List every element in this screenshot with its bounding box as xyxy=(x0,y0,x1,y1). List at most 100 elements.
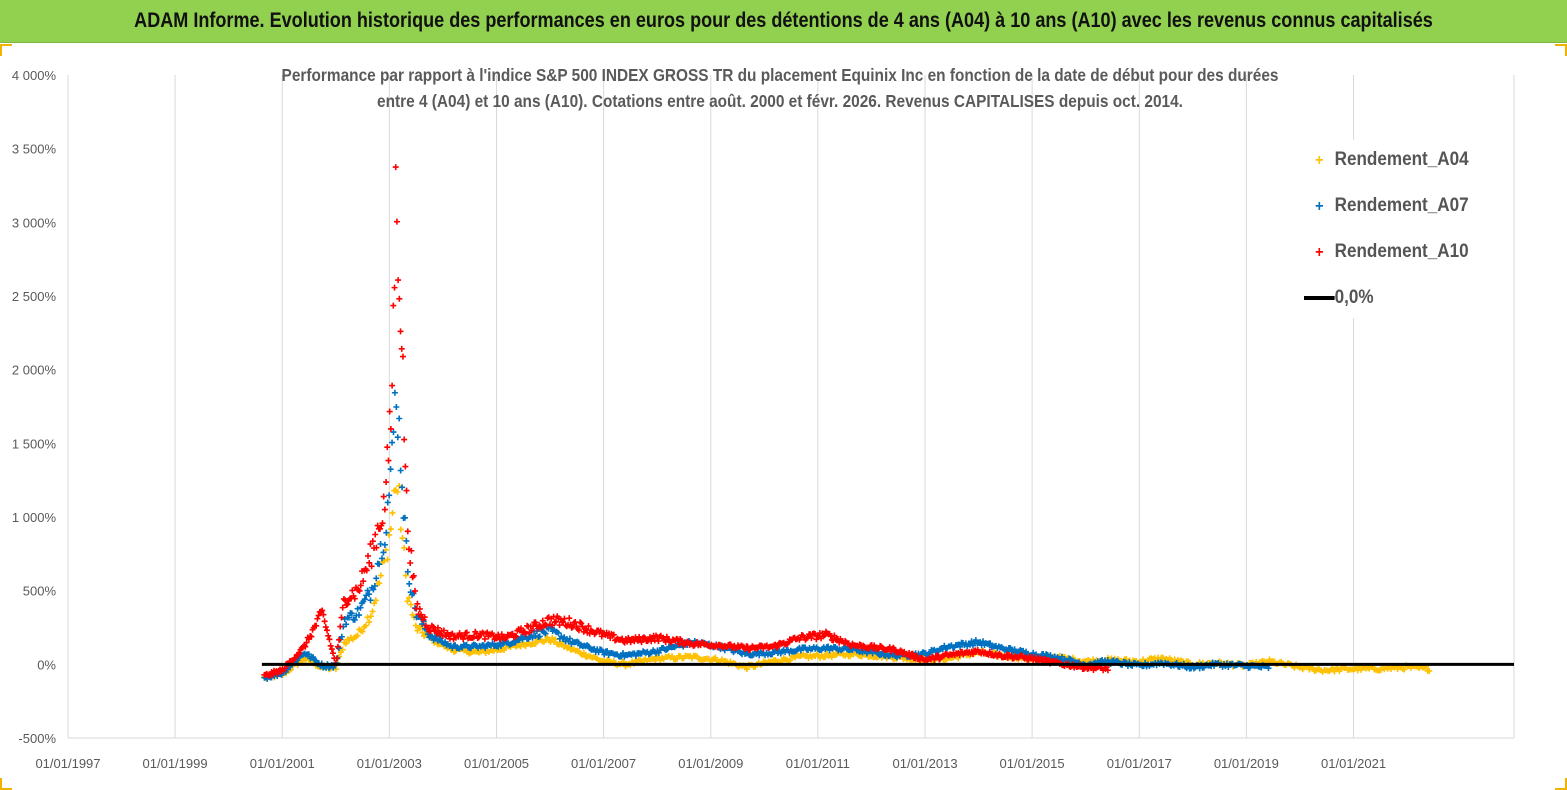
data-point xyxy=(417,624,424,631)
data-point xyxy=(325,632,332,639)
data-point xyxy=(393,404,400,411)
data-point xyxy=(313,622,320,629)
data-point xyxy=(343,621,350,628)
data-point xyxy=(308,633,315,640)
data-point xyxy=(986,648,993,655)
x-tick-label: 01/01/2003 xyxy=(357,756,422,771)
chart-title-line-2: entre 4 (A04) et 10 ans (A10). Cotations… xyxy=(377,91,1183,111)
data-point xyxy=(351,595,358,602)
data-point xyxy=(354,605,361,612)
data-point xyxy=(393,218,400,225)
data-point xyxy=(513,633,520,640)
data-point xyxy=(333,655,340,662)
data-point xyxy=(389,509,396,516)
data-point xyxy=(354,632,361,639)
data-point xyxy=(566,635,573,642)
data-point xyxy=(360,578,367,585)
data-point xyxy=(831,632,838,639)
data-point xyxy=(344,601,351,608)
data-point xyxy=(539,617,546,624)
line-marker-icon xyxy=(1304,295,1335,300)
data-point xyxy=(402,463,409,470)
data-point xyxy=(655,638,662,645)
data-point xyxy=(847,653,854,660)
data-point xyxy=(380,493,387,500)
data-point xyxy=(371,600,378,607)
data-point xyxy=(362,622,369,629)
y-tick-label: 1 500% xyxy=(12,436,57,451)
data-point xyxy=(334,643,341,650)
data-point xyxy=(377,540,384,547)
data-point xyxy=(406,580,413,587)
data-point xyxy=(322,624,329,631)
data-point xyxy=(566,615,573,622)
legend-item-a04: + Rendement_A04 xyxy=(1304,148,1469,172)
x-tick-label: 01/01/2013 xyxy=(893,756,958,771)
data-point xyxy=(414,600,421,607)
data-point xyxy=(383,529,390,536)
data-point xyxy=(364,587,371,594)
data-point xyxy=(321,618,328,625)
data-point xyxy=(403,487,410,494)
data-point xyxy=(391,389,398,396)
data-point xyxy=(556,622,563,629)
data-point xyxy=(359,628,366,635)
data-point xyxy=(404,598,411,605)
data-point xyxy=(1047,652,1054,659)
data-point xyxy=(357,604,364,611)
data-point xyxy=(727,641,734,648)
data-point xyxy=(376,561,383,568)
x-tick-label: 01/01/1999 xyxy=(143,756,208,771)
data-point xyxy=(412,587,419,594)
data-point xyxy=(827,633,834,640)
data-point xyxy=(822,654,829,661)
data-point xyxy=(373,544,380,551)
data-point xyxy=(398,345,405,352)
data-point xyxy=(327,642,334,649)
data-point xyxy=(305,651,312,658)
data-point xyxy=(532,640,539,647)
data-point xyxy=(339,604,346,611)
banner-title: ADAM Informe. Evolution historique des p… xyxy=(134,9,1433,32)
data-point xyxy=(377,572,384,579)
data-point xyxy=(1011,646,1018,653)
y-tick-label: 500% xyxy=(23,584,57,599)
data-point xyxy=(555,629,562,636)
data-point xyxy=(957,643,964,650)
data-point xyxy=(386,408,393,415)
legend-label-zero: 0,0% xyxy=(1334,287,1374,308)
y-tick-label: 4 000% xyxy=(12,68,57,83)
data-point xyxy=(399,484,406,491)
data-point xyxy=(319,607,326,614)
data-point xyxy=(532,619,539,626)
corner-mark xyxy=(1555,778,1567,790)
data-point xyxy=(404,528,411,535)
legend-label-a07: Rendement_A07 xyxy=(1334,195,1469,216)
data-point xyxy=(320,611,327,618)
data-point xyxy=(610,631,617,638)
legend: + Rendement_A04 + Rendement_A07 + Rendement… xyxy=(1288,140,1508,318)
data-point xyxy=(381,506,388,513)
data-point xyxy=(376,580,383,587)
data-point xyxy=(580,649,587,656)
data-point xyxy=(336,636,343,643)
data-point xyxy=(378,555,385,562)
data-point xyxy=(407,560,414,566)
data-point xyxy=(338,633,345,640)
data-point xyxy=(373,575,380,582)
data-point xyxy=(970,642,976,649)
data-point xyxy=(361,596,368,603)
y-tick-label: 0% xyxy=(37,657,56,672)
data-point xyxy=(743,666,750,673)
data-point xyxy=(387,466,394,473)
data-point xyxy=(408,547,415,554)
data-point xyxy=(366,619,373,626)
data-point xyxy=(387,425,394,432)
data-point xyxy=(407,601,414,608)
data-point xyxy=(349,587,356,594)
data-point xyxy=(808,635,815,642)
x-tick-label: 01/01/2001 xyxy=(250,756,315,771)
data-point xyxy=(404,568,411,575)
data-point xyxy=(395,277,402,284)
